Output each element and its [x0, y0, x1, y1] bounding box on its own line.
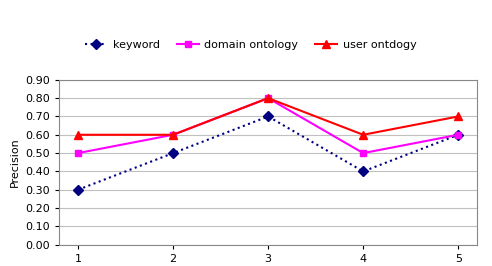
- keyword: [75, 188, 81, 191]
- user ontdogy: [170, 133, 176, 136]
- keyword: [170, 152, 176, 155]
- domain ontology: [455, 133, 461, 136]
- keyword: [265, 115, 271, 118]
- keyword: [455, 133, 461, 136]
- Legend: keyword, domain ontology, user ontdogy: keyword, domain ontology, user ontdogy: [82, 37, 420, 53]
- domain ontology: [360, 152, 366, 155]
- keyword: [360, 170, 366, 173]
- domain ontology: [170, 133, 176, 136]
- Line: keyword: keyword: [75, 113, 461, 193]
- user ontdogy: [75, 133, 81, 136]
- Y-axis label: Precision: Precision: [10, 137, 20, 187]
- domain ontology: [265, 97, 271, 100]
- user ontdogy: [265, 97, 271, 100]
- domain ontology: [75, 152, 81, 155]
- user ontdogy: [455, 115, 461, 118]
- user ontdogy: [360, 133, 366, 136]
- Line: domain ontology: domain ontology: [75, 95, 461, 157]
- Line: user ontdogy: user ontdogy: [74, 94, 462, 139]
